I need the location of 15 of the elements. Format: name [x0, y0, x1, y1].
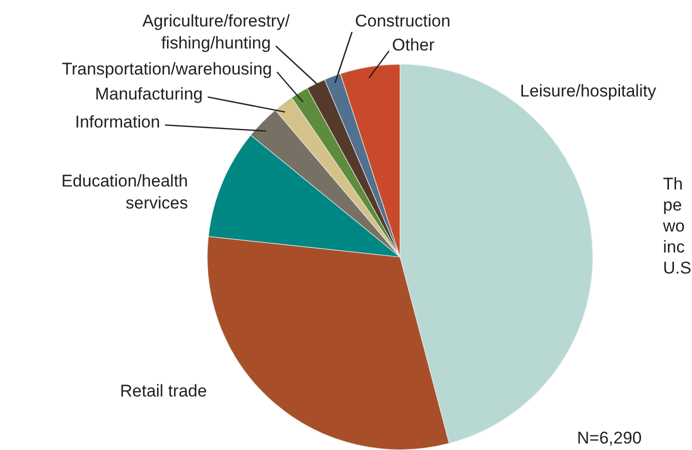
slice-label: Agriculture/forestry/ fishing/hunting — [142, 12, 290, 53]
slice-label: Other — [392, 36, 435, 55]
slice-label: Transportation/warehousing — [62, 60, 272, 79]
text: U.S — [663, 258, 692, 278]
slice-label: Manufacturing — [95, 84, 203, 104]
slice-label: Construction — [355, 12, 450, 31]
text: N=6,290 — [577, 428, 642, 448]
text: Th — [663, 174, 683, 194]
text: inc — [663, 238, 686, 257]
slice-label: Retail trade — [120, 382, 207, 401]
text: wo — [662, 216, 685, 236]
text: pe — [663, 196, 682, 215]
slice-label: Education/health services — [61, 172, 188, 213]
slice-label: Leisure/hospitality — [520, 82, 657, 101]
slice-label: Information — [75, 112, 160, 132]
